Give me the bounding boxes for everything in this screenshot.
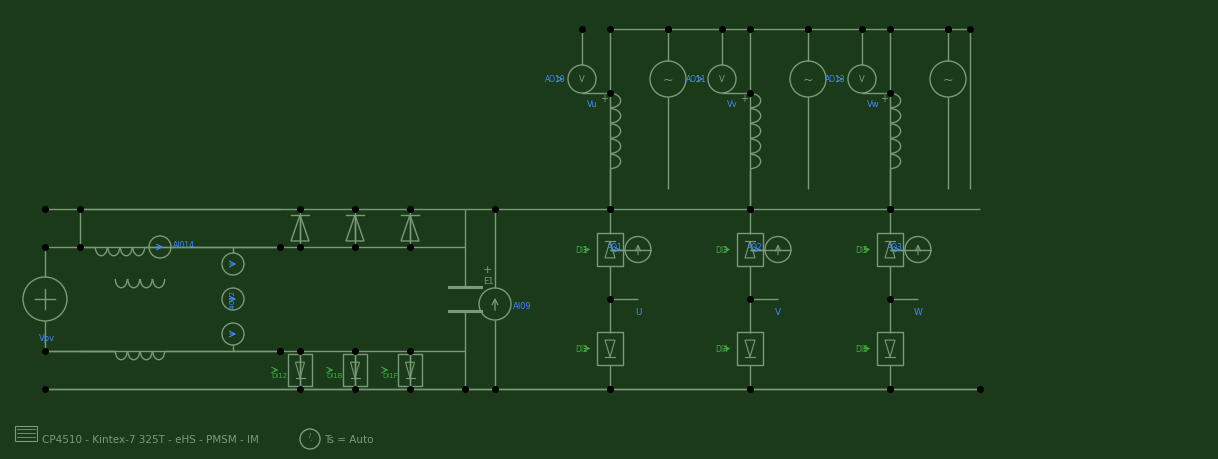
Bar (737, 332, 762, 365)
Text: +: + (484, 264, 492, 274)
Bar (15, 426, 37, 441)
Bar (597, 233, 622, 267)
Text: DI12: DI12 (272, 372, 287, 378)
Text: ~: ~ (663, 73, 674, 86)
Text: V: V (579, 75, 585, 84)
Text: DI5: DI5 (855, 246, 868, 254)
Text: W: W (914, 308, 922, 316)
Text: DI3: DI3 (715, 246, 728, 254)
Text: V: V (719, 75, 725, 84)
Bar (737, 233, 762, 267)
Text: V: V (775, 308, 781, 316)
Text: AI014: AI014 (173, 241, 195, 250)
Text: V: V (859, 75, 865, 84)
Text: +: + (600, 94, 608, 104)
Text: E1: E1 (484, 277, 493, 286)
Text: CP4510 - Kintex-7 325T - eHS - PMSM - IM: CP4510 - Kintex-7 325T - eHS - PMSM - IM (41, 434, 259, 444)
Text: AO1: AO1 (608, 242, 622, 252)
Text: Vpv: Vpv (39, 333, 55, 342)
Text: Ts = Auto: Ts = Auto (324, 434, 374, 444)
Bar (289, 355, 312, 386)
Text: DI4: DI4 (715, 344, 728, 353)
Text: DI6: DI6 (855, 344, 868, 353)
Text: AO3: AO3 (887, 242, 903, 252)
Text: +: + (741, 94, 748, 104)
Text: .: . (309, 435, 311, 441)
Text: AI09: AI09 (513, 302, 532, 311)
Text: DI1F: DI1F (382, 372, 398, 378)
Bar (343, 355, 367, 386)
Bar (597, 332, 622, 365)
Bar (877, 233, 903, 267)
Text: i: i (309, 432, 311, 438)
Text: +: + (879, 94, 888, 104)
Text: Vu: Vu (587, 100, 598, 109)
Text: Vw: Vw (867, 100, 879, 109)
Text: AO11: AO11 (686, 75, 706, 84)
Text: U: U (635, 308, 641, 316)
Text: AO2: AO2 (748, 242, 762, 252)
Text: AI012: AI012 (230, 289, 236, 309)
Text: Vv: Vv (727, 100, 738, 109)
Text: ~: ~ (943, 73, 954, 86)
Text: DI2: DI2 (575, 344, 588, 353)
Text: DI1B: DI1B (326, 372, 343, 378)
Bar (877, 332, 903, 365)
Bar (398, 355, 421, 386)
Text: AO13: AO13 (826, 75, 847, 84)
Text: DI1: DI1 (575, 246, 588, 254)
Text: ~: ~ (803, 73, 814, 86)
Text: AO10: AO10 (546, 75, 566, 84)
